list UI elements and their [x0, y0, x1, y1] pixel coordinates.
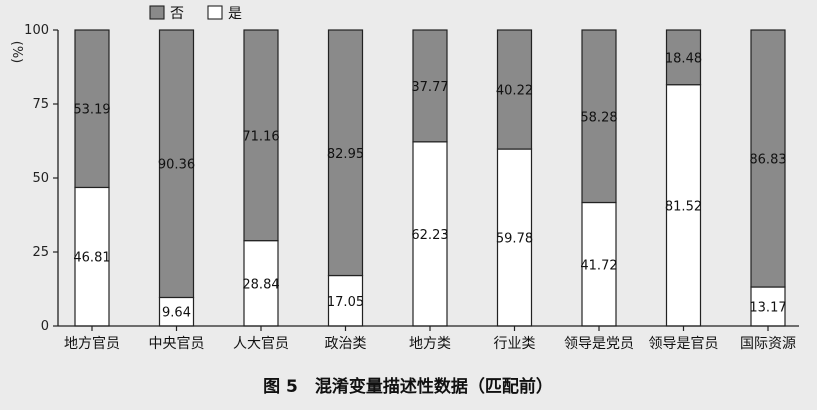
- data-label-yes: 13.17: [749, 301, 786, 316]
- y-tick-label: 75: [32, 97, 49, 112]
- x-tick-label: 国际资源: [740, 336, 796, 352]
- data-label-yes: 62.23: [411, 228, 448, 243]
- chart-caption: 图 5 混淆变量描述性数据（匹配前）: [263, 376, 553, 397]
- data-label-yes: 41.72: [580, 258, 617, 273]
- data-label-yes: 81.52: [665, 199, 702, 214]
- y-tick-label: 100: [24, 23, 49, 38]
- bar-no: [327, 29, 364, 277]
- legend: 否是: [149, 5, 242, 22]
- data-label-no: 18.48: [665, 51, 702, 66]
- x-tick-label: 行业类: [494, 336, 536, 352]
- legend-label: 否: [170, 6, 184, 22]
- data-label-yes: 28.84: [242, 277, 279, 292]
- data-label-no: 86.83: [749, 153, 786, 168]
- x-tick-label: 领导是官员: [649, 336, 719, 352]
- x-tick-label: 中央官员: [149, 336, 205, 352]
- bar-yes: [327, 274, 364, 327]
- legend-label: 是: [228, 6, 242, 22]
- data-label-no: 71.16: [242, 129, 279, 144]
- bar-no: [581, 29, 617, 204]
- bar-no: [496, 29, 533, 150]
- data-label-yes: 9.64: [162, 306, 191, 321]
- y-tick-label: 25: [32, 245, 49, 260]
- bar-no: [665, 29, 702, 86]
- data-label-no: 37.77: [411, 80, 448, 95]
- x-tick-label: 政治类: [325, 336, 367, 352]
- data-label-no: 58.28: [580, 110, 617, 125]
- x-tick-label: 地方官员: [64, 336, 120, 352]
- bar-no: [74, 29, 110, 189]
- x-tick-label: 地方类: [409, 336, 451, 352]
- y-tick-label: 50: [32, 171, 49, 186]
- x-tick-label: 领导是党员: [564, 336, 634, 352]
- data-label-no: 90.36: [158, 158, 195, 173]
- bar-no: [243, 29, 279, 242]
- bar-no: [158, 29, 195, 299]
- data-label-no: 40.22: [496, 84, 533, 99]
- data-label-yes: 46.81: [73, 251, 110, 266]
- bar-yes: [581, 201, 617, 327]
- bar-no: [412, 29, 448, 143]
- legend-swatch: [149, 5, 165, 20]
- data-label-no: 53.19: [73, 103, 110, 118]
- bars: 46.81 53.19 9.64 90.36 28.84 71.16 17.05 82.95 6…: [73, 29, 787, 327]
- x-tick-label: 人大官员: [233, 336, 289, 352]
- legend-swatch: [207, 5, 223, 20]
- data-label-no: 82.95: [327, 147, 364, 162]
- bar-no: [750, 29, 786, 288]
- data-label-yes: 59.78: [496, 232, 533, 247]
- x-axis: 地方官员 中央官员 人大官员 政治类 地方类 行业类 领导是党员 领导是官员 国际资源: [58, 325, 799, 352]
- bar-yes: [158, 296, 195, 327]
- y-tick-label: 0: [41, 319, 49, 334]
- y-axis-label: (%): [9, 41, 24, 64]
- bar-yes: [665, 84, 702, 327]
- bar-yes: [243, 240, 279, 327]
- bar-yes: [496, 148, 533, 327]
- y-axis: 0 25 50 75 100(%): [9, 23, 59, 334]
- data-label-yes: 17.05: [327, 295, 364, 310]
